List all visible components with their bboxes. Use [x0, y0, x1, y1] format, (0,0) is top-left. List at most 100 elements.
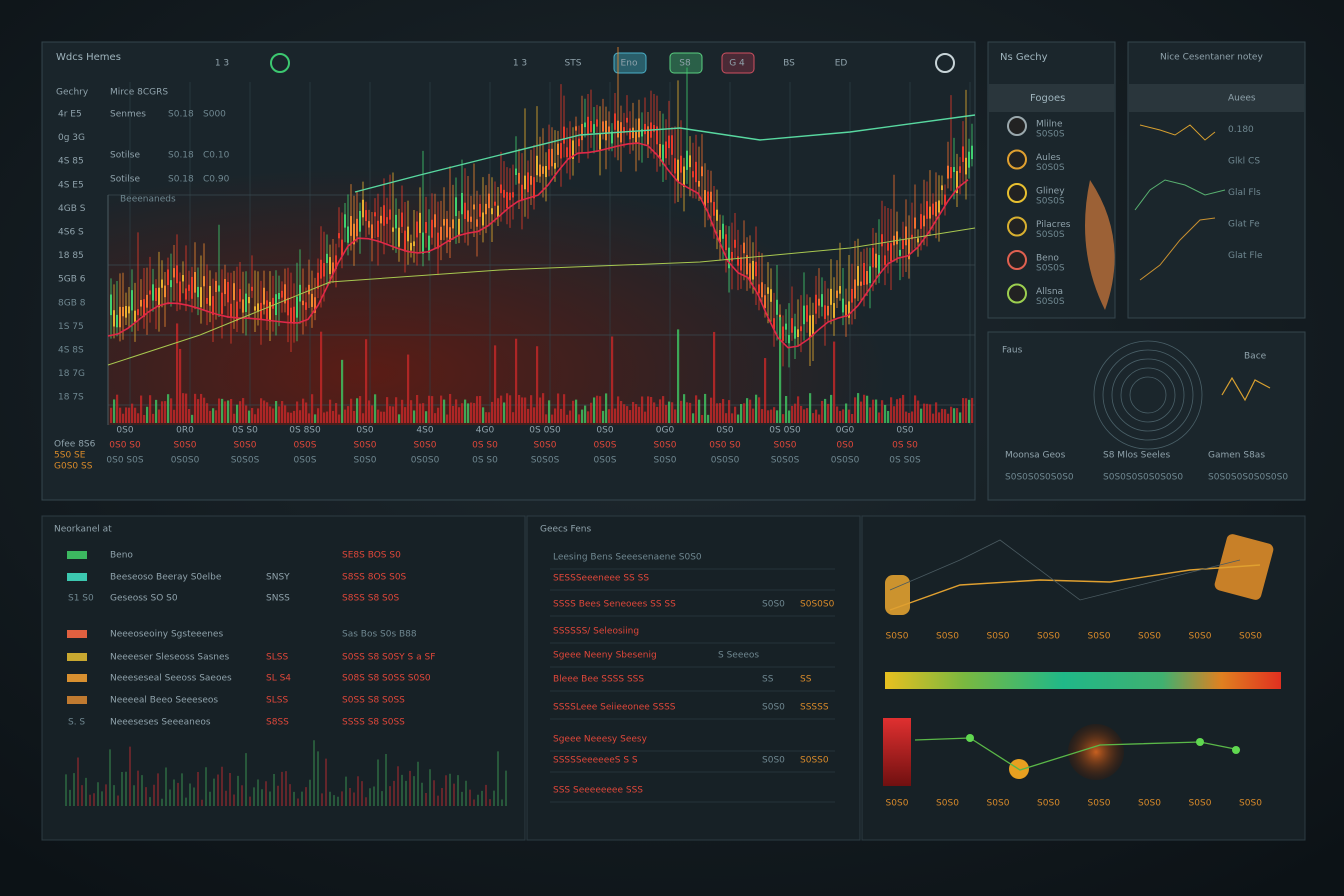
- order-quote: SSSS S8 S0SS: [342, 718, 405, 728]
- volume-bar: [617, 396, 620, 423]
- volume-bar: [203, 397, 206, 423]
- toolbar-label[interactable]: ED: [835, 59, 848, 69]
- time-label: 0S0: [596, 426, 613, 436]
- candle-body: [614, 113, 616, 130]
- watch-icon[interactable]: [1007, 149, 1027, 170]
- volume-bar: [491, 401, 494, 423]
- candle-body: [809, 315, 811, 337]
- toolbar-label[interactable]: S8: [679, 59, 691, 69]
- candle-body: [323, 263, 325, 277]
- price-label: 4GB S: [58, 204, 86, 214]
- price-label: 4S6 S: [58, 228, 84, 238]
- watch-item[interactable]: Gliney: [1036, 187, 1065, 197]
- settings-button[interactable]: [935, 53, 955, 73]
- volume-bar: [731, 413, 734, 423]
- time-label: 0S S0: [892, 441, 918, 451]
- watch-item[interactable]: Aules: [1036, 153, 1061, 163]
- volume-bar: [563, 394, 566, 423]
- candle-body: [836, 290, 838, 298]
- candle-body: [149, 290, 151, 295]
- candle-body: [155, 288, 157, 302]
- volume-bar: [632, 401, 635, 423]
- candle-body: [668, 135, 670, 149]
- toolbar-button[interactable]: [613, 52, 647, 74]
- candle-body: [743, 242, 745, 254]
- watch-item[interactable]: Allsna: [1036, 287, 1063, 297]
- volume-bar: [953, 408, 956, 423]
- toolbar-label[interactable]: STS: [565, 59, 582, 69]
- candle-body: [944, 194, 946, 206]
- volume-bar: [356, 398, 359, 423]
- feed-end: S0S0S0: [800, 600, 835, 610]
- candle-body: [416, 221, 418, 238]
- toolbar-button[interactable]: [669, 52, 703, 74]
- time-label: 0S S0: [472, 441, 498, 451]
- volume-bar: [128, 407, 131, 423]
- volume-bar: [755, 394, 758, 423]
- watch-icon[interactable]: [1007, 283, 1027, 304]
- volume-bar: [719, 403, 722, 423]
- candle-body: [134, 310, 136, 322]
- watch-item[interactable]: Pilacres: [1036, 220, 1071, 230]
- volume-bar: [437, 407, 440, 423]
- node: [1232, 746, 1240, 754]
- toolbar-button[interactable]: [721, 52, 755, 74]
- volume-bar: [449, 393, 452, 423]
- volume-bar: [557, 393, 560, 423]
- candle-body: [344, 214, 346, 228]
- volume-bar: [470, 402, 473, 423]
- volume-bar: [416, 395, 419, 423]
- notes-label: Auees: [1228, 94, 1256, 104]
- panel-title: Ns Gechy: [1000, 52, 1048, 63]
- volume-bar: [440, 395, 443, 423]
- watch-icon[interactable]: [1007, 250, 1027, 270]
- toolbar-toggle[interactable]: [270, 53, 290, 73]
- candle-body: [140, 299, 142, 307]
- candle-body: [287, 297, 289, 316]
- toolbar-label[interactable]: G 4: [729, 59, 745, 69]
- moving-average: [1139, 217, 1216, 281]
- candle-body: [128, 306, 130, 314]
- toolbar-label[interactable]: 1 3: [215, 59, 229, 69]
- toolbar-label[interactable]: BS: [783, 59, 795, 69]
- candle-body: [767, 287, 769, 294]
- watch-item[interactable]: Mlilne: [1036, 120, 1063, 130]
- volume-bar: [590, 402, 593, 423]
- candle-body: [368, 221, 370, 228]
- candle-body: [224, 279, 226, 295]
- candle-body: [830, 288, 832, 305]
- time-label: S0S0: [234, 441, 257, 451]
- candle-body: [497, 205, 499, 218]
- order-code: SLSS: [266, 696, 288, 706]
- candle-body: [311, 293, 313, 307]
- candle-body: [377, 220, 379, 238]
- candle-body: [929, 206, 931, 219]
- volume-bar: [134, 407, 137, 423]
- volume-bar: [962, 398, 965, 423]
- candle-body: [419, 212, 421, 233]
- volume-bar: [338, 414, 341, 423]
- candle-body: [119, 306, 121, 328]
- volume-bar: [341, 359, 344, 423]
- candle-body: [641, 129, 643, 137]
- candle-body: [407, 226, 409, 242]
- volume-bar: [905, 411, 908, 423]
- volume-bar: [758, 397, 761, 423]
- time-label: 0S0: [716, 426, 733, 436]
- order-quote: SE8S BOS S0: [342, 551, 401, 561]
- watch-item[interactable]: Beno: [1036, 254, 1059, 264]
- toolbar-label[interactable]: 1 3: [513, 59, 527, 69]
- watch-icon[interactable]: [1007, 216, 1027, 237]
- candle-body: [272, 297, 274, 309]
- watch-icon[interactable]: [1007, 116, 1027, 136]
- toolbar-label[interactable]: Eno: [621, 59, 638, 69]
- volume-bar: [551, 414, 554, 423]
- volume-bar: [260, 398, 263, 423]
- watch-icon[interactable]: [1007, 183, 1027, 203]
- feed-text: SSSSSS/ Seleosiing: [553, 627, 639, 637]
- moving-average: [889, 564, 1261, 611]
- visual-label: S0S0: [1088, 632, 1111, 642]
- volume-bar: [710, 397, 713, 423]
- volume-bar: [518, 394, 521, 423]
- gauge-footer-sub: S0S0S0S0S0S0S0: [1103, 473, 1183, 483]
